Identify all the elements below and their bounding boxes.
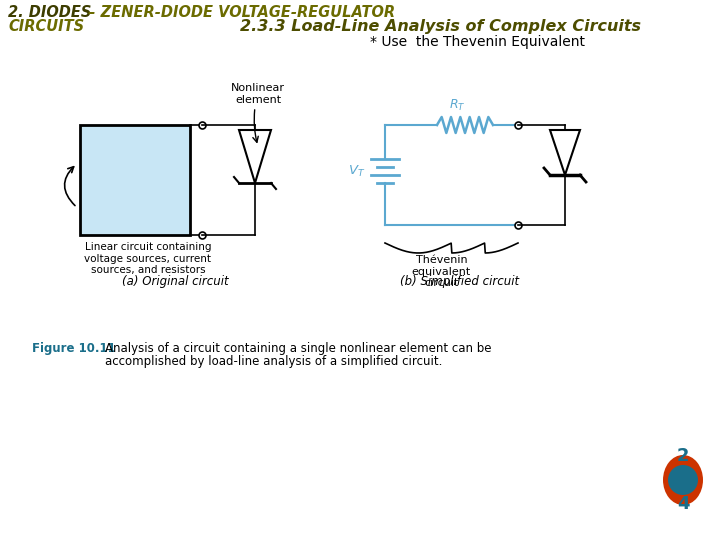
- Text: Thévenin
equivalent
circuit: Thévenin equivalent circuit: [412, 255, 471, 288]
- Text: Figure 10.11: Figure 10.11: [32, 342, 116, 355]
- Text: 4: 4: [677, 495, 689, 513]
- Text: $R_T$: $R_T$: [449, 98, 465, 113]
- Polygon shape: [550, 130, 580, 175]
- Text: Nonlinear
element: Nonlinear element: [231, 83, 285, 105]
- Text: $V_T$: $V_T$: [348, 164, 365, 179]
- Circle shape: [668, 465, 698, 495]
- Polygon shape: [239, 130, 271, 183]
- Text: Linear circuit containing
voltage sources, current
sources, and resistors: Linear circuit containing voltage source…: [84, 242, 212, 275]
- Text: 2: 2: [677, 447, 689, 465]
- Text: accomplished by load-line analysis of a simplified circuit.: accomplished by load-line analysis of a …: [105, 355, 442, 368]
- Ellipse shape: [663, 455, 703, 505]
- Text: (b) Simplified circuit: (b) Simplified circuit: [400, 275, 520, 288]
- Text: – ZENER-DIODE VOLTAGE-REGULATOR: – ZENER-DIODE VOLTAGE-REGULATOR: [83, 5, 395, 20]
- Text: CIRCUITS: CIRCUITS: [8, 19, 84, 34]
- Text: 2. DIODES: 2. DIODES: [8, 5, 91, 20]
- Text: (a) Original circuit: (a) Original circuit: [122, 275, 228, 288]
- Text: * Use  the Thevenin Equivalent: * Use the Thevenin Equivalent: [370, 35, 585, 49]
- Text: Analysis of a circuit containing a single nonlinear element can be: Analysis of a circuit containing a singl…: [105, 342, 492, 355]
- Text: 2.3.3 Load-Line Analysis of Complex Circuits: 2.3.3 Load-Line Analysis of Complex Circ…: [240, 19, 641, 34]
- Bar: [80, 125, 190, 235]
